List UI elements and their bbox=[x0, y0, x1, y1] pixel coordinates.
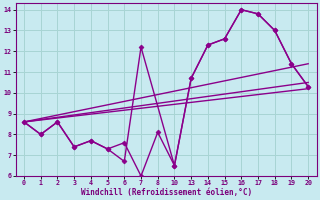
X-axis label: Windchill (Refroidissement éolien,°C): Windchill (Refroidissement éolien,°C) bbox=[81, 188, 252, 197]
